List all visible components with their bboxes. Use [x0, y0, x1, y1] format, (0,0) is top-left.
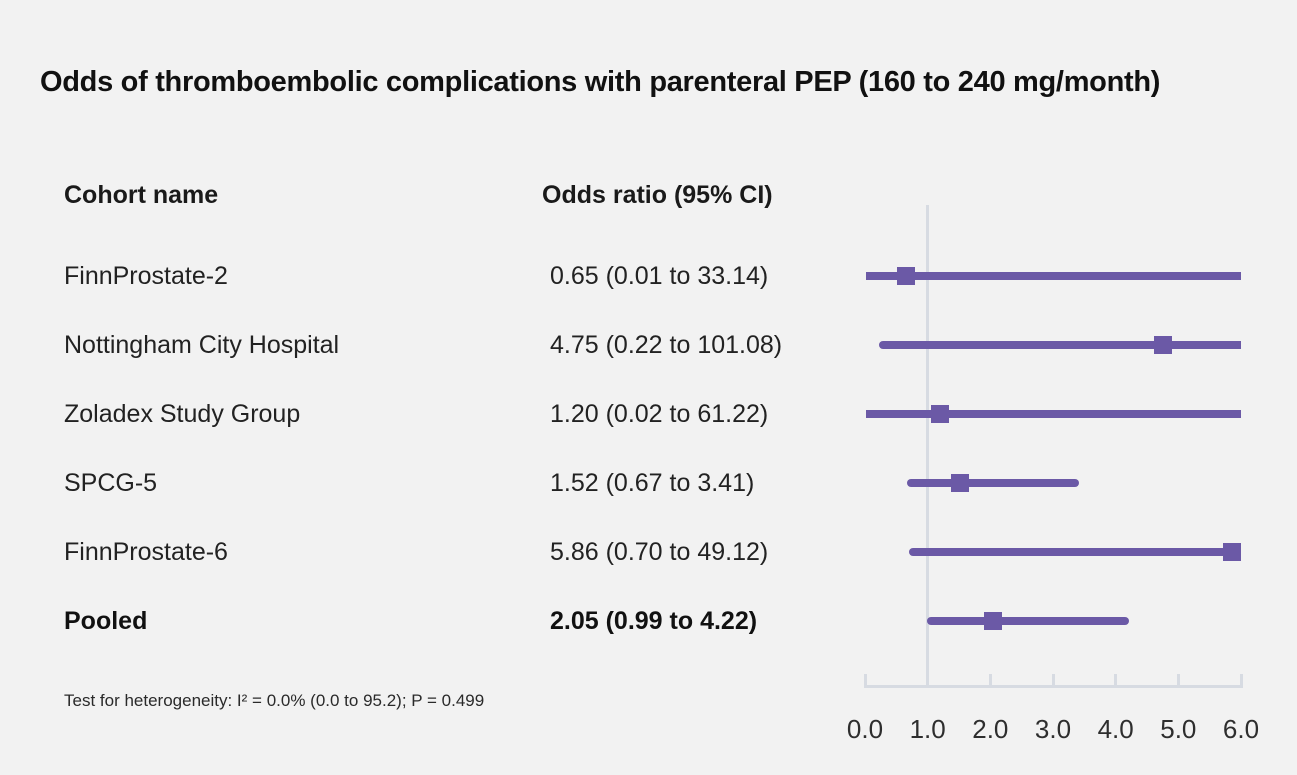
x-axis-tick-label: 6.0 [1222, 714, 1260, 744]
or-marker [1223, 543, 1242, 561]
or-marker [1153, 336, 1172, 354]
x-axis-tick [988, 674, 992, 686]
study-odds-ratio: 4.75 (0.22 to 101.08) [550, 331, 783, 359]
x-axis-tick [863, 674, 867, 686]
study-name: Pooled [64, 607, 148, 635]
study-odds-ratio: 5.86 (0.70 to 49.12) [550, 538, 769, 566]
x-axis-tick-label: 2.0 [972, 714, 1009, 744]
x-axis-tick-label: 0.0 [846, 714, 884, 744]
study-name: FinnProstate-6 [64, 538, 228, 566]
or-marker [896, 267, 915, 285]
x-axis-tick-label: 3.0 [1034, 714, 1072, 744]
x-axis-tick [1239, 674, 1243, 686]
ci-line [865, 272, 1241, 280]
reference-line [926, 205, 930, 688]
study-name: FinnProstate-2 [64, 262, 228, 290]
study-name: Zoladex Study Group [64, 400, 301, 428]
or-marker [931, 405, 950, 423]
x-axis [863, 685, 1243, 688]
ci-line [866, 410, 1241, 418]
or-marker [984, 612, 1003, 630]
study-odds-ratio: 2.05 (0.99 to 4.22) [550, 607, 758, 635]
x-axis-tick-label: 1.0 [909, 714, 946, 744]
study-name: Nottingham City Hospital [64, 331, 340, 359]
study-odds-ratio: 1.20 (0.02 to 61.22) [550, 400, 769, 428]
study-odds-ratio: 1.52 (0.67 to 3.41) [550, 469, 755, 497]
x-axis-tick-label: 4.0 [1097, 714, 1134, 744]
x-axis-tick [926, 674, 930, 686]
chart-title: Odds of thromboembolic complications wit… [40, 66, 1161, 98]
x-axis-tick [1051, 674, 1055, 686]
x-axis-tick [1114, 674, 1118, 686]
or-marker [951, 474, 970, 492]
ci-line [908, 548, 1241, 556]
study-name: SPCG-5 [64, 469, 158, 497]
ci-line [906, 479, 1079, 487]
column-header-cohort: Cohort name [64, 181, 219, 209]
ci-line [878, 341, 1241, 349]
column-header-odds: Odds ratio (95% CI) [542, 181, 773, 209]
x-axis-tick-label: 5.0 [1160, 714, 1197, 744]
x-axis-tick [1176, 674, 1180, 686]
heterogeneity-note: Test for heterogeneity: I² = 0.0% (0.0 t… [64, 691, 485, 710]
ci-line [927, 617, 1130, 625]
study-odds-ratio: 0.65 (0.01 to 33.14) [550, 262, 769, 290]
